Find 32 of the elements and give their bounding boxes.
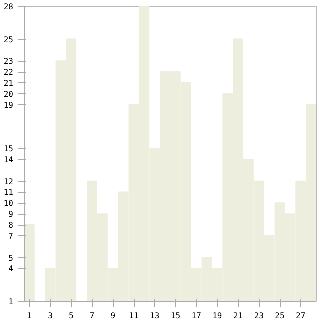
y-tick-label: 9 xyxy=(8,210,14,220)
y-tick-label: 20 xyxy=(4,90,14,99)
y-tick-label: 21 xyxy=(4,78,14,88)
y-tick-label: 14 xyxy=(4,155,14,164)
x-tick-label: 3 xyxy=(48,312,54,320)
x-tick-label: 27 xyxy=(296,312,306,320)
y-tick-label: 8 xyxy=(8,221,14,230)
x-tick-label: 23 xyxy=(254,312,264,320)
x-tick-label: 15 xyxy=(170,312,181,320)
x-tick-label: 25 xyxy=(275,312,285,320)
y-tick-label: 4 xyxy=(8,264,14,274)
y-tick-label: 28 xyxy=(4,2,14,12)
x-tick-label: 11 xyxy=(129,312,139,320)
x-tick-label: 13 xyxy=(150,312,160,320)
y-tick-label: 11 xyxy=(4,188,14,198)
x-tick-label: 5 xyxy=(69,312,74,320)
x-tick-label: 19 xyxy=(212,312,222,320)
y-tick-label: 5 xyxy=(8,254,14,263)
y-tick-label: 25 xyxy=(4,35,14,44)
x-tick-label: 7 xyxy=(90,312,95,320)
y-tick-label: 22 xyxy=(4,68,14,78)
x-tick-label: 17 xyxy=(192,312,202,320)
x-tick-label: 21 xyxy=(233,312,244,320)
y-tick-label: 1 xyxy=(8,298,14,306)
y-tick-label: 12 xyxy=(4,177,14,186)
x-tick-label: 9 xyxy=(110,312,116,320)
y-tick-label: 10 xyxy=(4,199,14,208)
x-tick-label: 1 xyxy=(27,312,32,320)
y-tick-label: 19 xyxy=(4,100,14,110)
y-tick-label: 7 xyxy=(8,232,14,241)
y-tick-label: 15 xyxy=(4,144,14,154)
y-tick-label: 23 xyxy=(4,57,14,66)
